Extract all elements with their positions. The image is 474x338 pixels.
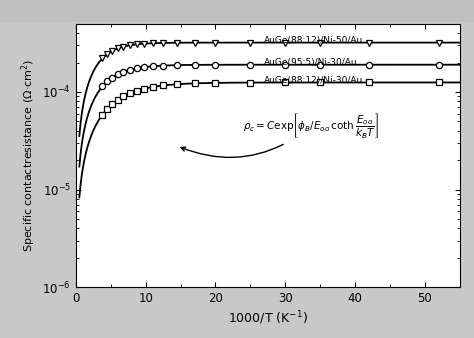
X-axis label: 1000/T (K$^{-1}$): 1000/T (K$^{-1}$) bbox=[228, 309, 308, 327]
Text: AuGe(88:12)/Ni-30/Au: AuGe(88:12)/Ni-30/Au bbox=[264, 76, 364, 85]
Text: AuGe(95:5)/Ni-30/Au: AuGe(95:5)/Ni-30/Au bbox=[264, 58, 358, 68]
Text: AuGe(88:12)/Ni-50/Au: AuGe(88:12)/Ni-50/Au bbox=[264, 35, 364, 45]
Text: $\rho_c = C\exp\!\left[\phi_B/E_{oo}\,\coth\dfrac{E_{oo}}{k_BT}\right]$: $\rho_c = C\exp\!\left[\phi_B/E_{oo}\,\c… bbox=[181, 111, 379, 158]
Y-axis label: Specific contactresistance (Ω·cm$^2$): Specific contactresistance (Ω·cm$^2$) bbox=[19, 59, 38, 252]
